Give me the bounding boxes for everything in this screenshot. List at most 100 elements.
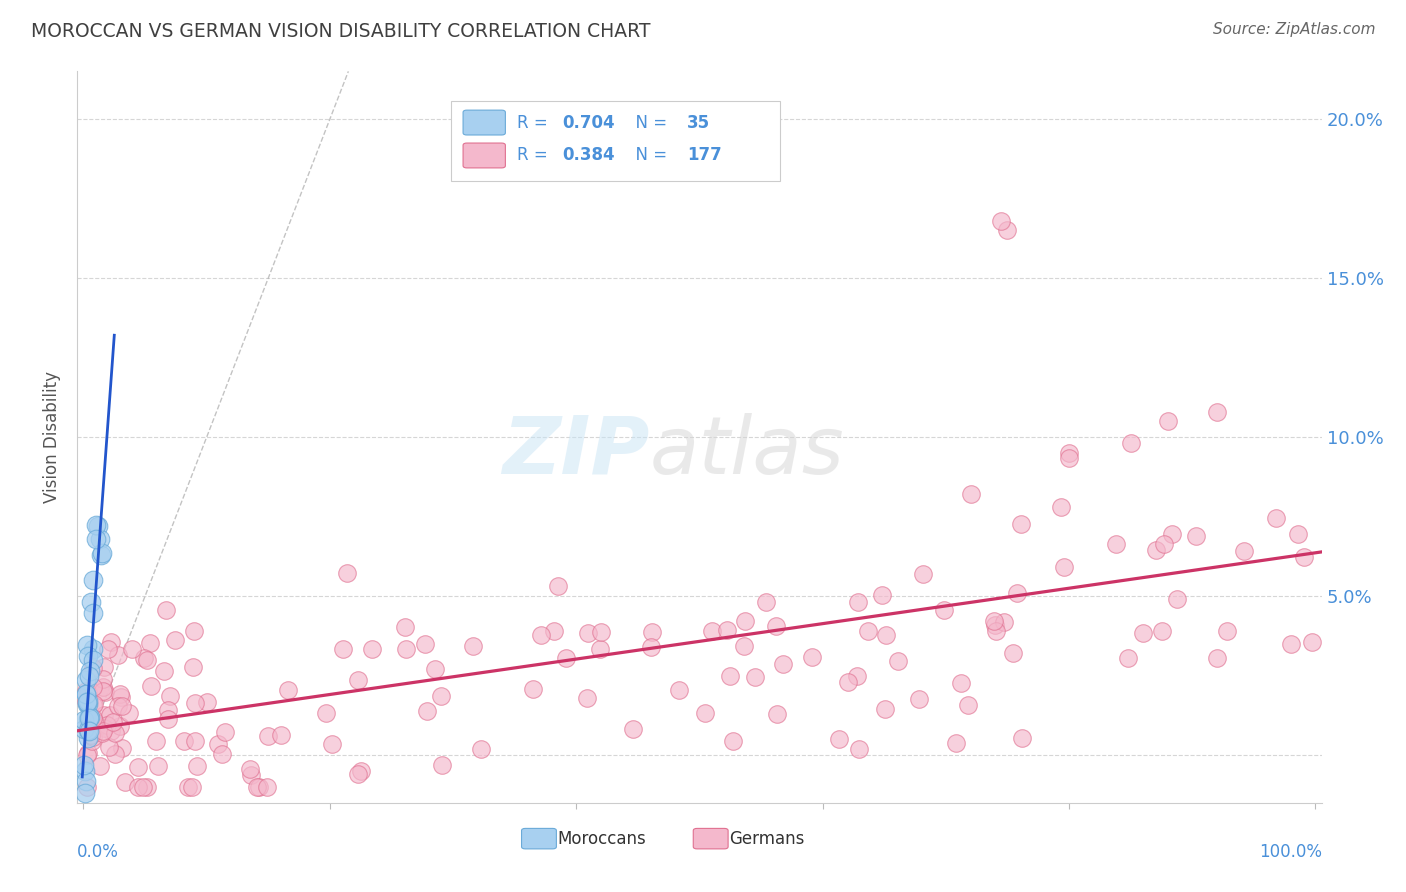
Point bbox=[1185, 529, 1208, 543]
Point bbox=[80, 595, 103, 609]
Point bbox=[76, 723, 98, 737]
Text: 0.0%: 0.0% bbox=[77, 843, 120, 861]
Point bbox=[77, 731, 100, 746]
Point bbox=[91, 681, 114, 695]
Point bbox=[246, 780, 269, 794]
Point bbox=[76, 697, 98, 711]
Point bbox=[1156, 414, 1178, 428]
Point bbox=[277, 683, 299, 698]
Point bbox=[848, 742, 870, 756]
Point bbox=[93, 707, 115, 722]
Point bbox=[321, 737, 343, 751]
Point bbox=[589, 642, 612, 657]
Point bbox=[845, 669, 868, 683]
Point bbox=[945, 736, 967, 750]
Point bbox=[907, 692, 929, 706]
Point bbox=[107, 648, 129, 663]
Text: R =: R = bbox=[516, 146, 553, 164]
Point bbox=[111, 698, 134, 713]
Point bbox=[1160, 526, 1182, 541]
Point bbox=[82, 606, 104, 620]
Point bbox=[75, 683, 97, 698]
Text: N =: N = bbox=[624, 113, 672, 131]
Point bbox=[1264, 511, 1286, 525]
Point bbox=[239, 762, 262, 776]
Point bbox=[755, 595, 778, 609]
Point bbox=[139, 635, 162, 649]
Point bbox=[76, 712, 98, 726]
Point bbox=[153, 665, 176, 679]
Point bbox=[108, 718, 131, 732]
Point bbox=[257, 729, 280, 743]
Point bbox=[135, 780, 157, 794]
Point bbox=[543, 624, 565, 639]
Point bbox=[837, 674, 859, 689]
Point bbox=[547, 578, 569, 592]
Point bbox=[155, 602, 177, 616]
Point bbox=[93, 685, 115, 699]
Point bbox=[575, 691, 598, 706]
Point bbox=[984, 624, 1007, 638]
Point bbox=[1053, 559, 1076, 574]
Point bbox=[207, 737, 229, 751]
Point bbox=[214, 724, 236, 739]
Point bbox=[1010, 516, 1032, 531]
Point bbox=[76, 695, 98, 709]
Point bbox=[621, 722, 644, 736]
Point bbox=[530, 627, 553, 641]
Point bbox=[97, 739, 120, 754]
Point bbox=[873, 702, 896, 716]
Point bbox=[91, 672, 114, 686]
Point bbox=[211, 747, 233, 761]
Point bbox=[77, 723, 100, 738]
Point bbox=[828, 732, 851, 747]
Point bbox=[136, 653, 159, 667]
Point bbox=[394, 620, 416, 634]
Point bbox=[76, 697, 98, 711]
Point bbox=[1286, 526, 1309, 541]
Text: Moroccans: Moroccans bbox=[558, 830, 647, 847]
Point bbox=[79, 664, 101, 678]
Point bbox=[79, 715, 101, 730]
Point bbox=[1011, 731, 1033, 746]
Point bbox=[73, 764, 96, 778]
Point bbox=[82, 680, 104, 694]
Text: 35: 35 bbox=[688, 113, 710, 131]
Point bbox=[75, 687, 97, 701]
Point bbox=[247, 780, 270, 794]
Point bbox=[110, 690, 132, 705]
Point bbox=[83, 697, 105, 711]
Point bbox=[89, 532, 111, 546]
Text: MOROCCAN VS GERMAN VISION DISABILITY CORRELATION CHART: MOROCCAN VS GERMAN VISION DISABILITY COR… bbox=[31, 22, 651, 41]
Text: ZIP: ZIP bbox=[502, 413, 650, 491]
Point bbox=[997, 223, 1019, 237]
FancyBboxPatch shape bbox=[450, 101, 780, 181]
Point bbox=[82, 573, 104, 587]
Point bbox=[77, 648, 100, 663]
Point bbox=[98, 708, 121, 723]
Point bbox=[1153, 537, 1175, 551]
Point bbox=[186, 758, 208, 772]
Point bbox=[76, 780, 98, 794]
Point bbox=[103, 747, 125, 762]
Point bbox=[950, 676, 973, 690]
Point bbox=[93, 721, 115, 735]
Point bbox=[1104, 536, 1126, 550]
Point bbox=[82, 653, 104, 667]
Text: 0.704: 0.704 bbox=[562, 113, 616, 131]
Point bbox=[173, 733, 195, 747]
Point bbox=[335, 566, 357, 580]
Point bbox=[554, 651, 576, 665]
Point bbox=[82, 642, 104, 657]
Point bbox=[1206, 651, 1229, 665]
Point bbox=[145, 734, 167, 748]
Point bbox=[1233, 544, 1256, 558]
Point bbox=[183, 624, 205, 638]
Point bbox=[800, 650, 823, 665]
Point bbox=[641, 625, 664, 640]
Point bbox=[77, 709, 100, 723]
Text: R =: R = bbox=[516, 113, 553, 131]
Point bbox=[84, 532, 107, 546]
Point bbox=[176, 780, 198, 794]
Point bbox=[1119, 436, 1142, 450]
